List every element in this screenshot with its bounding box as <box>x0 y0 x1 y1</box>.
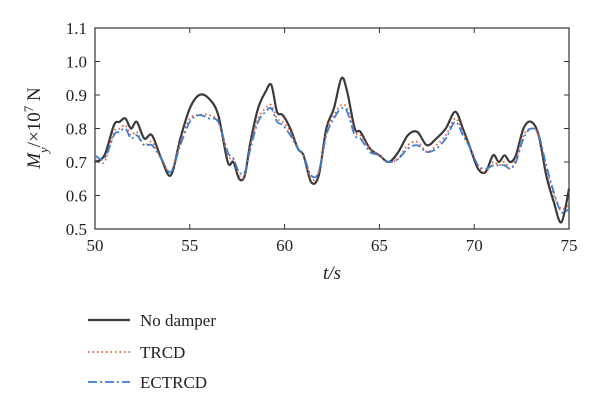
series-group <box>94 76 571 224</box>
x-tick-label: 70 <box>466 236 483 255</box>
x-tick-label: 75 <box>561 236 578 255</box>
legend-label: TRCD <box>140 343 185 362</box>
y-tick-label: 0.7 <box>66 153 88 172</box>
legend-label: No damper <box>140 311 216 330</box>
y-tick-label: 0.6 <box>66 187 87 206</box>
x-axis-title: t/s <box>323 263 341 284</box>
x-tick-label: 50 <box>87 236 104 255</box>
series-line-no-damper <box>94 76 571 224</box>
series-line-trcd <box>94 103 570 211</box>
y-axis-title: My/×107 N <box>21 87 51 170</box>
y-tick-label: 0.5 <box>66 220 87 239</box>
y-tick-label: 1.1 <box>66 19 87 38</box>
y-tick-label: 1.0 <box>66 53 87 72</box>
plot-area: 50 55 60 65 70 75 0.5 0.6 0.7 0.8 0.9 1.0 1.1 <box>66 19 578 255</box>
plot-frame <box>94 27 570 230</box>
ticks-group: 50 55 60 65 70 75 0.5 0.6 0.7 0.8 0.9 1.0 1.1 <box>66 19 578 255</box>
x-tick-label: 55 <box>181 236 198 255</box>
legend-label: ECTRCD <box>140 373 207 392</box>
y-tick-label: 0.8 <box>66 120 87 139</box>
x-tick-label: 60 <box>276 236 293 255</box>
y-tick-label: 0.9 <box>66 86 87 105</box>
x-tick-label: 65 <box>371 236 388 255</box>
legend: No damper TRCD ECTRCD <box>88 311 216 392</box>
